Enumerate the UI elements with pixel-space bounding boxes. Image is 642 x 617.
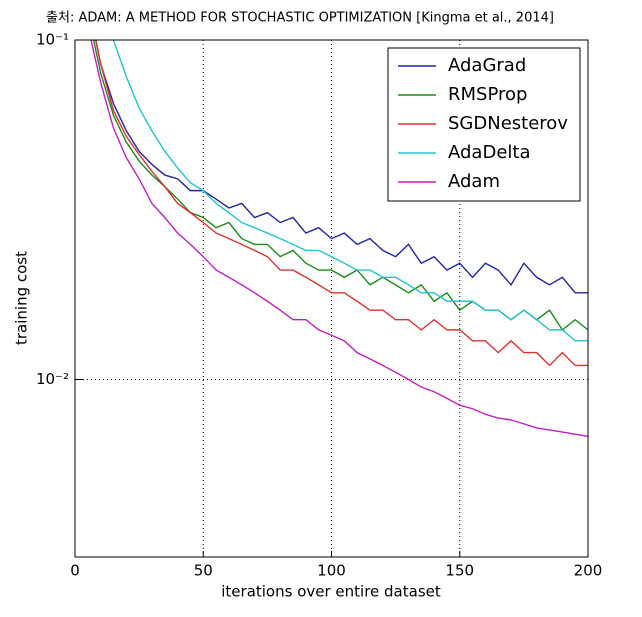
x-tick-label: 150	[445, 562, 474, 580]
series-line	[95, 40, 588, 367]
x-tick-label: 0	[70, 562, 80, 580]
chart-title: 출처: ADAM: A METHOD FOR STOCHASTIC OPTIMI…	[46, 11, 554, 26]
legend-label: AdaDelta	[448, 142, 530, 163]
x-tick-label: 100	[317, 562, 346, 580]
legend-label: RMSProp	[448, 84, 527, 105]
x-tick-label: 50	[194, 562, 213, 580]
legend-label: SGDNesterov	[448, 113, 568, 134]
legend-label: AdaGrad	[448, 55, 526, 76]
plot-frame	[74, 39, 589, 558]
lines	[90, 40, 588, 438]
legend: AdaGrad RMSProp SGDNesterov AdaDelta Adam	[387, 47, 581, 202]
y-axis-label: training cost	[13, 251, 31, 345]
x-axis-label: iterations over entire dataset	[221, 583, 441, 601]
series-line	[95, 40, 588, 294]
series-line	[112, 40, 588, 342]
legend-label: Adam	[448, 171, 500, 192]
series-line	[90, 40, 588, 438]
y-tick-label: 10⁻²	[36, 370, 69, 388]
y-tick-label: 10⁻¹	[36, 31, 69, 49]
x-tick-label: 200	[574, 562, 603, 580]
